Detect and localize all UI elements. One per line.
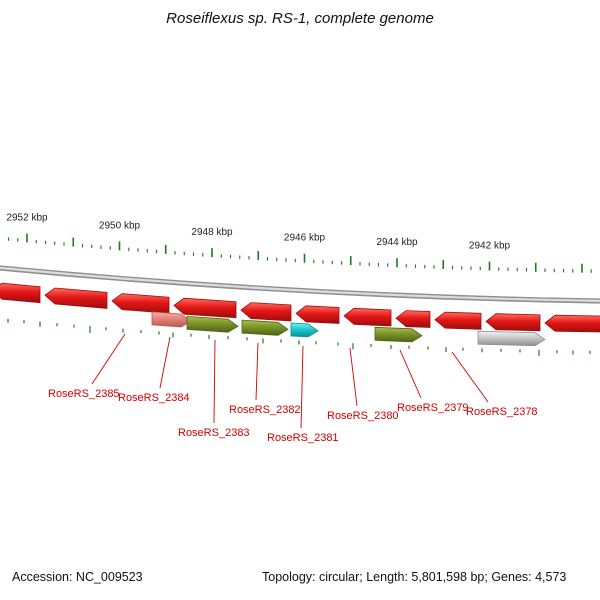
gene-arrow[interactable]	[374, 326, 423, 343]
gene-label[interactable]: RoseRS_2379	[397, 402, 469, 414]
gene-arrow[interactable]	[343, 307, 392, 327]
gene-label[interactable]: RoseRS_2385	[48, 388, 120, 400]
gene-arrow[interactable]	[173, 297, 237, 319]
gene-label[interactable]: RoseRS_2378	[466, 406, 538, 418]
gene-arrow[interactable]	[395, 310, 431, 328]
gene-arrow[interactable]	[240, 302, 292, 322]
gene-track-reverse	[151, 311, 546, 347]
leader-line	[300, 345, 304, 429]
leader-line	[349, 347, 358, 407]
scale-label: 2948 kbp	[191, 227, 233, 238]
leader-line	[255, 342, 259, 401]
gene-label[interactable]: RoseRS_2383	[178, 427, 250, 439]
feature-tick-track	[7, 318, 591, 356]
gene-arrow[interactable]	[186, 315, 239, 333]
backbone-line	[0, 269, 600, 304]
gene-arrow[interactable]	[544, 314, 600, 333]
gene-labels: RoseRS_2385 RoseRS_2384 RoseRS_2383 Rose…	[48, 388, 538, 444]
gene-arrow[interactable]	[434, 311, 482, 330]
leader-line	[159, 336, 171, 389]
scale-labels: 2952 kbp 2950 kbp 2948 kbp 2946 kbp 2944…	[6, 213, 510, 252]
gene-arrow[interactable]	[295, 305, 340, 324]
gene-track-forward	[0, 282, 600, 333]
accession-text: Accession: NC_009523	[12, 570, 143, 584]
leader-line	[451, 351, 489, 403]
backbone-line	[0, 265, 600, 300]
genome-summary-text: Topology: circular; Length: 5,801,598 bp…	[262, 570, 567, 584]
scale-label: 2950 kbp	[99, 220, 141, 231]
scale-label: 2942 kbp	[469, 241, 511, 252]
page-title: Roseiflexus sp. RS-1, complete genome	[166, 10, 434, 27]
scale-label: 2944 kbp	[376, 237, 418, 248]
gene-arrow[interactable]	[0, 282, 41, 304]
gene-arrow[interactable]	[477, 330, 546, 347]
gene-label[interactable]: RoseRS_2382	[229, 404, 301, 416]
gene-label[interactable]: RoseRS_2380	[327, 410, 399, 422]
scale-label: 2946 kbp	[284, 233, 326, 244]
leader-line	[213, 339, 216, 424]
scale-tick-track	[7, 233, 592, 273]
backbone-line	[0, 266, 600, 303]
status-bar: Accession: NC_009523 Topology: circular;…	[0, 567, 600, 589]
gene-label[interactable]: RoseRS_2384	[118, 392, 190, 404]
gene-leader-lines	[91, 333, 489, 429]
leader-line	[399, 349, 422, 399]
leader-line	[91, 333, 126, 385]
gene-arrow[interactable]	[44, 287, 108, 309]
genome-backbone-arc	[0, 265, 600, 304]
gene-label[interactable]: RoseRS_2381	[267, 432, 339, 444]
gene-arrow[interactable]	[485, 313, 541, 332]
gene-arrow[interactable]	[111, 293, 170, 314]
scale-label: 2952 kbp	[6, 213, 48, 224]
gene-arrow[interactable]	[151, 311, 192, 328]
gene-arrow[interactable]	[290, 322, 319, 338]
gene-arrow[interactable]	[241, 319, 289, 336]
